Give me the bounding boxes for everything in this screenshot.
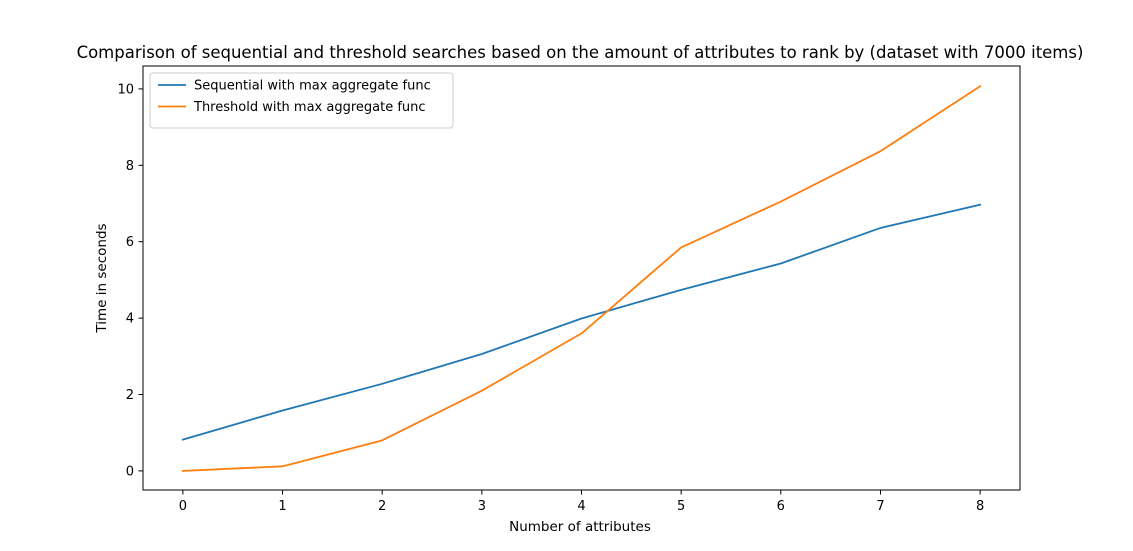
x-tick-label: 6 xyxy=(777,499,785,514)
series-line-2 xyxy=(181,85,982,472)
x-tick-label: 0 xyxy=(179,499,187,514)
y-tick-label: 8 xyxy=(126,159,134,174)
x-tick-label: 7 xyxy=(876,499,884,514)
legend-label-2: Threshold with max aggregate func xyxy=(193,100,426,115)
x-tick-label: 8 xyxy=(976,499,984,514)
legend-box xyxy=(149,72,454,129)
y-tick-label: 2 xyxy=(126,388,134,403)
x-axis-label: Number of attributes xyxy=(509,519,651,535)
series-line-1 xyxy=(181,203,982,441)
y-axis-label: Time in seconds xyxy=(94,223,110,333)
legend-label-1: Sequential with max aggregate func xyxy=(194,79,431,94)
x-tick-label: 3 xyxy=(478,499,486,514)
y-tick-label: 0 xyxy=(126,464,134,479)
x-tick-label: 2 xyxy=(378,499,386,514)
y-tick-label: 10 xyxy=(117,82,134,97)
x-tick-label: 5 xyxy=(677,499,685,514)
x-tick-label: 1 xyxy=(278,499,286,514)
plot-area: 0 1 2 3 4 5 6 7 8 0 2 4 6 8 10 xyxy=(117,65,1021,514)
y-tick-label: 4 xyxy=(126,312,134,327)
legend: Sequential with max aggregate func Thresh… xyxy=(149,72,454,129)
y-tick-label: 6 xyxy=(126,235,134,250)
chart-title: Comparison of sequential and threshold s… xyxy=(77,43,1084,62)
x-tick-label: 4 xyxy=(577,499,585,514)
